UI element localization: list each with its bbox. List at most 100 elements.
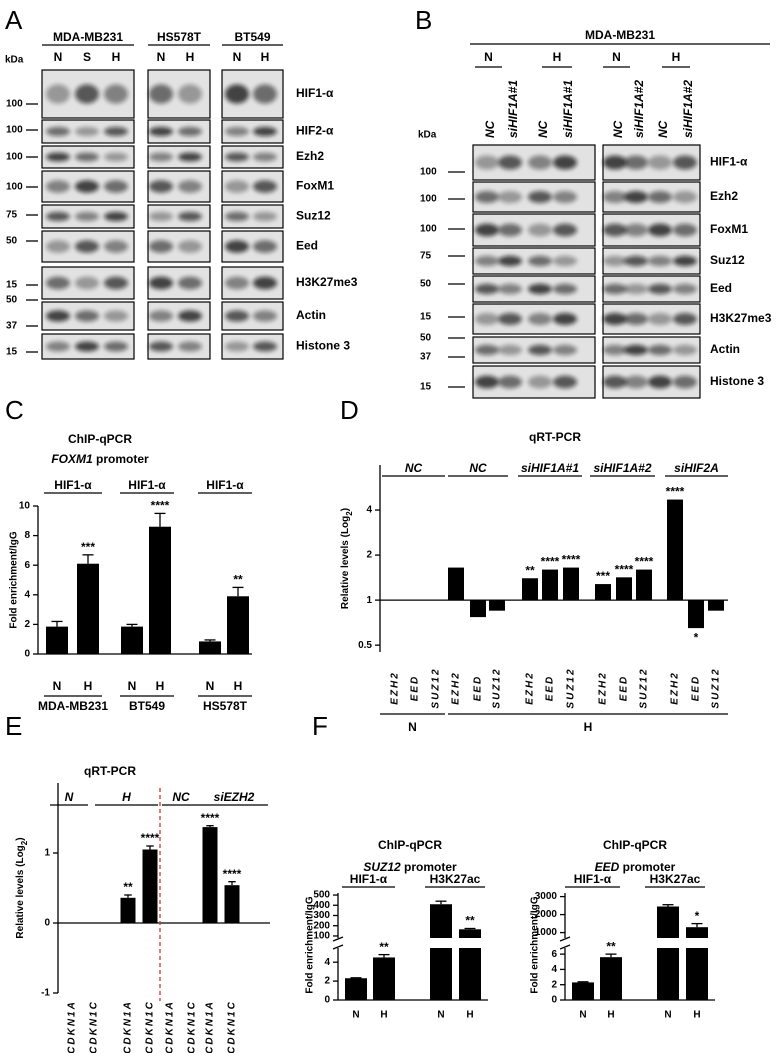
x-tick-label: SUZ12	[431, 667, 442, 708]
blot-band	[253, 211, 277, 222]
lane-label: H	[112, 50, 121, 64]
blot-band	[178, 211, 202, 222]
blot-band	[603, 155, 627, 170]
significance-label: **	[233, 573, 243, 587]
blot-band	[75, 180, 99, 193]
x-tick-label: H	[234, 679, 243, 693]
protein-label: Suz12	[710, 253, 745, 267]
y-tick-label: 100	[313, 931, 330, 942]
group-label: HIF1-α	[350, 872, 388, 886]
bar	[224, 885, 240, 923]
panel-label: A	[5, 5, 23, 35]
blot-band	[603, 223, 627, 237]
protein-label: Histone 3	[710, 374, 764, 388]
blot-band	[553, 191, 577, 203]
marker-label: 100	[420, 194, 437, 205]
blot-band	[253, 180, 277, 193]
blot-band	[673, 375, 697, 389]
cell-line-label: HS578T	[157, 30, 202, 44]
protein-label: Ezh2	[296, 149, 324, 163]
blot-band	[104, 211, 128, 222]
lane-label: siHIF1A#1	[561, 80, 575, 138]
blot-band	[253, 276, 277, 290]
blot-band	[225, 276, 249, 290]
cell-line-label: MDA-MB231	[585, 28, 655, 42]
marker-label: 50	[6, 295, 18, 306]
x-tick-label: CDKN1C	[187, 1000, 198, 1053]
bar	[636, 569, 652, 601]
marker-label: 50	[420, 333, 432, 344]
blot-band	[553, 223, 577, 237]
significance-label: ****	[201, 811, 220, 825]
group-label: NC	[172, 790, 190, 804]
x-tick-label: CDKN1A	[123, 1000, 134, 1053]
panel-label: E	[5, 711, 22, 741]
x-tick-label: H	[156, 679, 165, 693]
lane-label: H	[261, 50, 270, 64]
blot-band	[648, 283, 672, 295]
group-label: siHIF1A#2	[593, 461, 651, 475]
bar	[199, 641, 221, 654]
blot-band	[75, 310, 99, 322]
bar	[430, 948, 452, 1000]
x-tick-label: CDKN1A	[205, 1000, 216, 1053]
bar	[667, 499, 683, 601]
blot-frame	[221, 145, 284, 169]
x-tick-label: EZH2	[598, 671, 609, 705]
blot-band	[475, 223, 499, 237]
blot-band	[553, 344, 577, 356]
y-axis-label: Relative levels (Log2)	[340, 508, 354, 609]
blot-band	[498, 155, 522, 170]
marker-label: 50	[6, 236, 18, 247]
blot-band	[528, 155, 552, 170]
marker-label: 15	[6, 347, 18, 358]
marker-label: 50	[420, 279, 432, 290]
blot-band	[673, 255, 697, 267]
x-tick-label: EED	[410, 675, 421, 702]
y-tick-label: 0	[44, 918, 50, 929]
group-label-bottom: MDA-MB231	[38, 699, 108, 713]
y-tick-label: 300	[313, 910, 330, 921]
bar	[120, 897, 136, 923]
blot-band	[225, 341, 249, 352]
y-tick-label: 500	[313, 890, 330, 901]
condition-label: H	[584, 720, 593, 734]
bar	[708, 600, 724, 611]
bar	[686, 948, 708, 1000]
x-tick-label: EED	[473, 675, 484, 702]
x-tick-label: H	[84, 679, 93, 693]
marker-label: 75	[6, 210, 18, 221]
protein-label: Actin	[710, 342, 740, 356]
blot-band	[225, 84, 249, 104]
blot-band	[603, 344, 627, 356]
blot-band	[475, 155, 499, 170]
marker-label: 100	[6, 152, 23, 163]
blot-band	[648, 191, 672, 203]
blot-frame	[221, 119, 284, 144]
blot-band	[498, 191, 522, 203]
blot-band	[498, 283, 522, 295]
chart-subtitle: EED promoter	[595, 860, 676, 874]
blot-band	[178, 240, 202, 253]
y-tick-label: 400	[313, 900, 330, 911]
protein-label: H3K27me3	[710, 311, 772, 325]
chart-subtitle: FOXM1 promoter	[51, 452, 149, 466]
marker-label: 15	[420, 312, 432, 323]
significance-label: **	[123, 880, 133, 894]
blot-band	[149, 341, 173, 352]
significance-label: **	[606, 939, 616, 953]
bar	[77, 563, 99, 654]
blot-band	[475, 283, 499, 295]
significance-label: ****	[223, 867, 242, 881]
blot-band	[648, 375, 672, 389]
lane-label: N	[54, 50, 63, 64]
bar	[522, 578, 538, 601]
x-tick-label: N	[664, 1010, 671, 1021]
x-tick-label: H	[607, 1010, 614, 1021]
y-axis-label-part: Relative levels (Log	[340, 516, 351, 609]
protein-label: Actin	[296, 308, 326, 322]
lane-label: siHIF1A#2	[632, 80, 646, 138]
blot-band	[46, 276, 70, 290]
x-tick-label: EZH2	[670, 671, 681, 705]
blot-band	[624, 223, 648, 237]
